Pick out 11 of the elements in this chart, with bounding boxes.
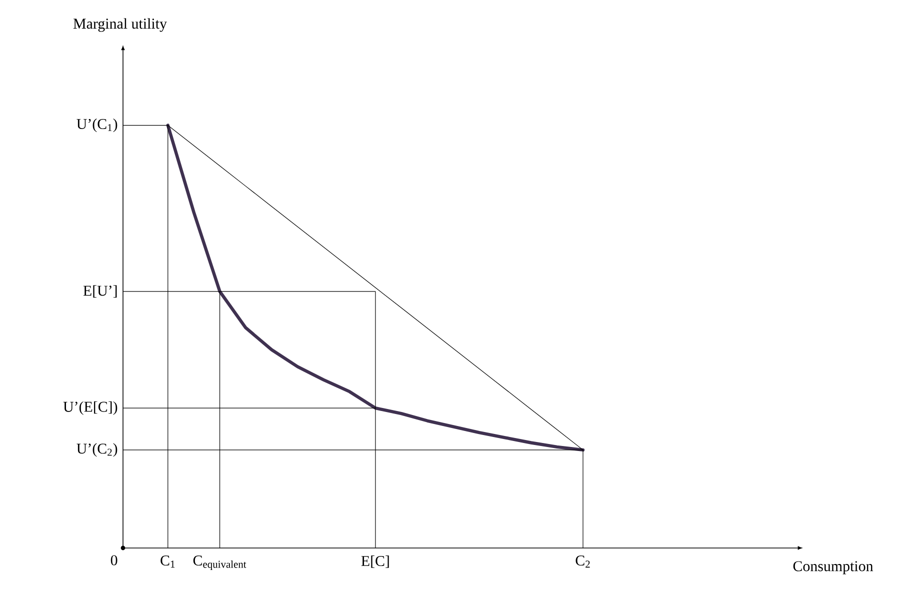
x-tick-label: E[C]: [361, 556, 389, 568]
x-tick-label: $\mathrm{C}_{\mathrm{equivalent}}$: [193, 556, 246, 570]
text: Marginal utility: [73, 18, 167, 32]
ref-line-label: U’(C$_{1}$): [76, 118, 118, 132]
text: Consumption: [793, 561, 874, 574]
ref-line-label: U’(C$_{2}$): [76, 443, 118, 457]
ref-line-label: E[U’]: [83, 285, 117, 298]
x-tick-label: C$_{1}$: [160, 556, 175, 568]
x-tick-label: C$_{2}$: [576, 556, 590, 568]
ref-line-label: U’(E[C]): [63, 401, 118, 415]
text: 0: [110, 555, 118, 566]
